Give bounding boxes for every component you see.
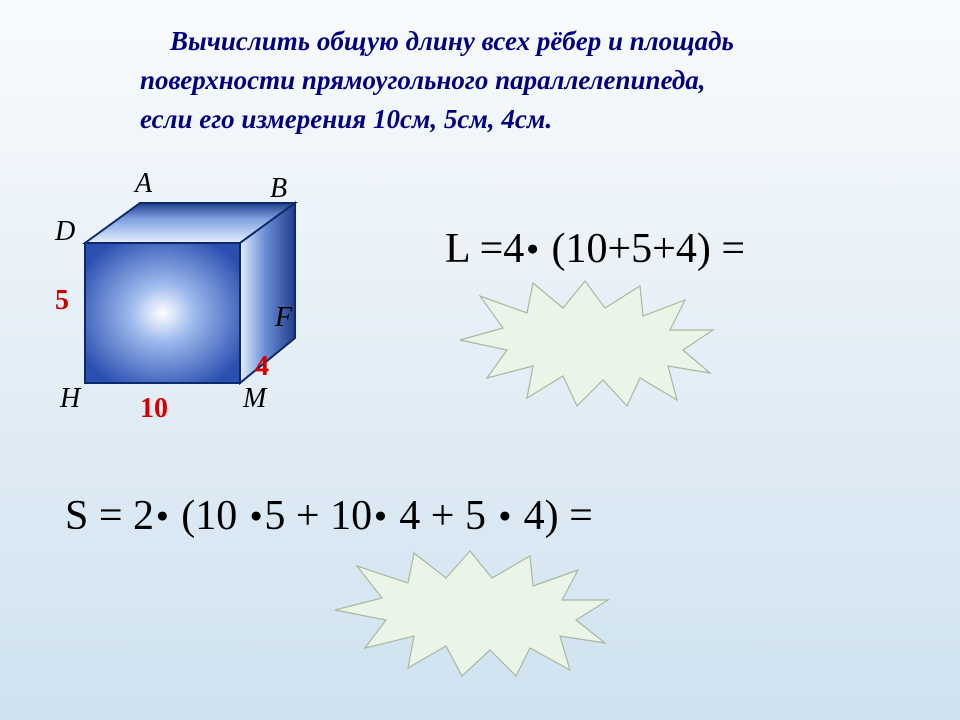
cuboid-diagram: A B D F H M 5 4 10 <box>55 168 345 448</box>
formula-edge-length: L =4● (10+5+4) = <box>445 225 745 273</box>
vertex-A: A <box>135 168 152 200</box>
vertex-F: F <box>275 302 292 334</box>
problem-title: Вычислить общую длину всех рёбер и площа… <box>140 22 930 139</box>
answer-burst-L <box>455 278 715 408</box>
vertex-D: D <box>55 216 75 248</box>
cuboid-front-face <box>85 243 240 383</box>
title-line2: поверхности прямоугольного параллелепипе… <box>140 65 706 95</box>
title-line3: если его измерения 10см, 5см, 4см. <box>140 104 552 134</box>
dim-width: 10 <box>140 393 168 425</box>
dim-depth: 4 <box>255 351 269 383</box>
dim-height: 5 <box>55 285 69 317</box>
cuboid-svg <box>55 168 345 448</box>
answer-burst-S <box>330 548 610 678</box>
formula-surface-area: S = 2● (10 ●5 + 10● 4 + 5 ● 4) = <box>65 492 593 540</box>
vertex-M: M <box>243 383 266 415</box>
vertex-B: B <box>270 173 287 205</box>
vertex-H: H <box>60 383 80 415</box>
title-line1: Вычислить общую длину всех рёбер и площа… <box>170 26 734 56</box>
